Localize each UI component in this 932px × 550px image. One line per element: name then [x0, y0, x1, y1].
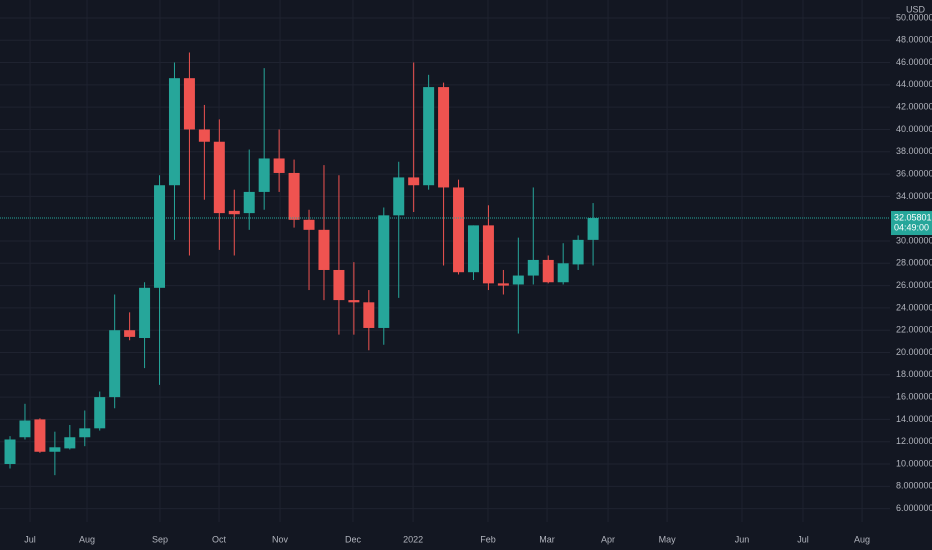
y-tick-label: 6.0000000 [896, 503, 932, 513]
candle-body [139, 287, 151, 339]
x-tick-label: Aug [854, 534, 870, 544]
y-tick-label: 30.0000000 [896, 235, 932, 245]
x-tick-label: Nov [272, 534, 289, 544]
y-tick-label: 20.0000000 [896, 347, 932, 357]
candle-body [527, 259, 539, 276]
x-tick-label: Aug [79, 534, 95, 544]
candle-body [273, 158, 285, 173]
y-tick-label: 34.0000000 [896, 191, 932, 201]
y-tick-label: 16.0000000 [896, 391, 932, 401]
candle-body [348, 300, 360, 303]
candle-body [393, 177, 405, 216]
candle-body [363, 302, 375, 328]
candle-body [438, 87, 450, 188]
y-tick-label: 28.0000000 [896, 258, 932, 268]
y-tick-label: 48.0000000 [896, 35, 932, 45]
candle-body [228, 210, 240, 215]
candle-body [183, 78, 195, 130]
last-price-box [891, 211, 932, 236]
candle-body [243, 191, 255, 214]
plot [0, 52, 890, 476]
y-tick-label: 18.0000000 [896, 369, 932, 379]
y-tick-label: 44.0000000 [896, 79, 932, 89]
candle-body [557, 263, 569, 283]
candle-body [378, 215, 390, 328]
x-tick-label: Jun [735, 534, 750, 544]
y-tick-label: 40.0000000 [896, 124, 932, 134]
y-tick-label: 46.0000000 [896, 57, 932, 67]
y-tick-label: 36.0000000 [896, 168, 932, 178]
y-tick-label: 38.0000000 [896, 146, 932, 156]
last-price-label: 32.0580126 [894, 212, 932, 222]
x-tick-label: Dec [345, 534, 362, 544]
y-tick-label: 42.0000000 [896, 102, 932, 112]
x-tick-label: Mar [539, 534, 555, 544]
candle-body [497, 283, 509, 286]
candle-body [303, 219, 315, 230]
candle-body [109, 330, 121, 398]
candle-body [258, 158, 270, 192]
x-tick-label: 2022 [403, 534, 423, 544]
candle-body [19, 420, 31, 438]
candle-body [49, 447, 61, 452]
candle-body [124, 330, 136, 337]
candle-body [482, 225, 494, 284]
candle-body [4, 439, 16, 465]
y-tick-label: 22.0000000 [896, 325, 932, 335]
candle-body [587, 218, 599, 240]
axes: 6.0000000 8.0000000 10.0000000 12.0000000 14… [24, 12, 932, 544]
currency-label: USD [906, 4, 926, 14]
countdown-label: 04:49:00 [894, 222, 929, 232]
candle-body [408, 177, 420, 186]
candle-body [467, 225, 479, 273]
candle-body [94, 397, 106, 429]
y-tick-label: 8.0000000 [896, 481, 932, 491]
candle-body [198, 129, 210, 142]
candle-body [79, 428, 91, 438]
candle-body [213, 141, 225, 214]
candle-body [318, 229, 330, 270]
candle-body [333, 269, 345, 301]
y-tick-label: 24.0000000 [896, 302, 932, 312]
candle-body [64, 437, 76, 449]
x-tick-label: Oct [212, 534, 227, 544]
candle-body [512, 275, 524, 285]
candle-body [423, 87, 435, 186]
candle-body [542, 259, 554, 283]
y-tick-label: 50.0000000 [896, 12, 932, 22]
x-tick-label: Jul [24, 534, 36, 544]
x-tick-label: Apr [601, 534, 615, 544]
y-tick-label: 26.0000000 [896, 280, 932, 290]
candle-body [168, 78, 180, 186]
candle-body [288, 172, 300, 220]
candle-body [572, 239, 584, 265]
y-tick-label: 14.0000000 [896, 414, 932, 424]
x-tick-label: May [659, 534, 677, 544]
x-tick-label: Jul [797, 534, 809, 544]
candle-body [34, 419, 46, 452]
x-tick-label: Sep [152, 534, 168, 544]
y-tick-label: 12.0000000 [896, 436, 932, 446]
candle-body [453, 187, 465, 273]
x-tick-label: Feb [480, 534, 496, 544]
candle-body [154, 185, 166, 288]
y-tick-label: 10.0000000 [896, 458, 932, 468]
